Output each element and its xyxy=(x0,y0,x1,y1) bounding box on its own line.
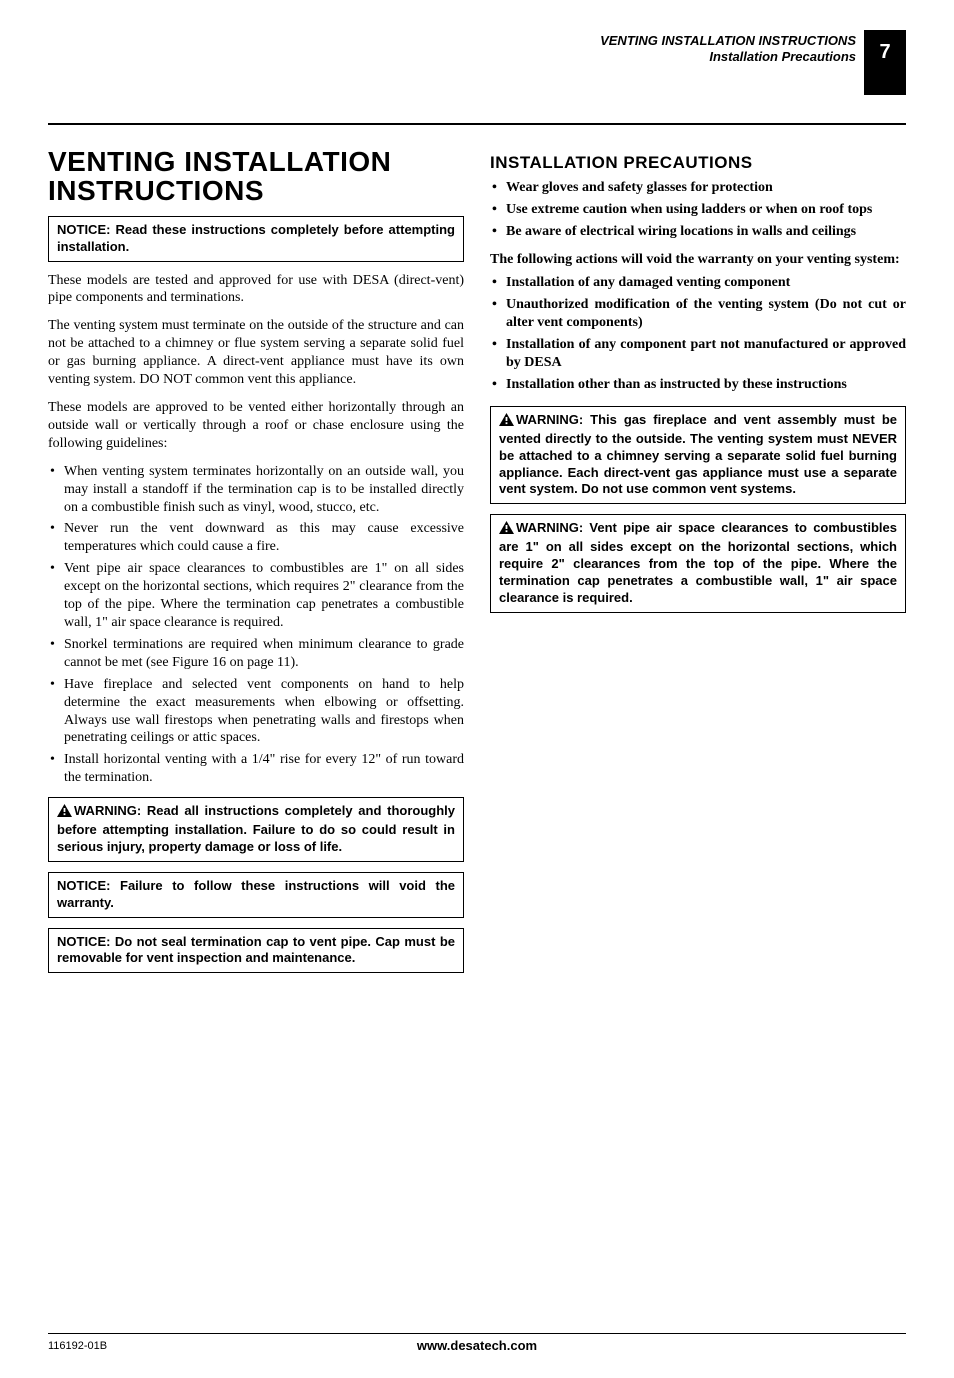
precautions-heading: INSTALLATION PRECAUTIONS xyxy=(490,152,906,173)
notice-read-text: NOTICE: Read these instructions complete… xyxy=(57,222,455,254)
main-heading: VENTING INSTALLATION INSTRUCTIONS xyxy=(48,147,464,206)
list-item: Installation of any damaged venting comp… xyxy=(490,274,906,292)
list-item: When venting system terminates horizonta… xyxy=(48,463,464,517)
list-item: Have fireplace and selected vent compone… xyxy=(48,676,464,748)
right-column: INSTALLATION PRECAUTIONS Wear gloves and… xyxy=(490,147,906,983)
notice-seal-text: NOTICE: Do not seal termination cap to v… xyxy=(57,934,455,966)
notice-warranty-box: NOTICE: Failure to follow these instruct… xyxy=(48,872,464,918)
footer-url: www.desatech.com xyxy=(417,1338,537,1354)
header-line-2: Installation Precautions xyxy=(600,49,856,65)
page-footer: 116192-01B www.desatech.com xyxy=(48,1333,906,1354)
left-para-2: The venting system must terminate on the… xyxy=(48,317,464,389)
list-item: Wear gloves and safety glasses for prote… xyxy=(490,179,906,197)
left-para-1: These models are tested and approved for… xyxy=(48,272,464,308)
list-item: Installation of any component part not m… xyxy=(490,336,906,372)
left-para-3: These models are approved to be vented e… xyxy=(48,399,464,453)
warning-icon xyxy=(57,804,72,822)
warning-read-text: WARNING: Read all instructions completel… xyxy=(57,803,455,854)
warning-clearance-text: WARNING: Vent pipe air space clearances … xyxy=(499,520,897,605)
header-line-1: VENTING INSTALLATION INSTRUCTIONS xyxy=(600,33,856,49)
list-item: Installation other than as instructed by… xyxy=(490,376,906,394)
left-column: VENTING INSTALLATION INSTRUCTIONS NOTICE… xyxy=(48,147,464,983)
list-item: Snorkel terminations are required when m… xyxy=(48,636,464,672)
void-intro: The following actions will void the warr… xyxy=(490,251,906,269)
page-number: 7 xyxy=(879,40,890,65)
warning-read-box: WARNING: Read all instructions completel… xyxy=(48,797,464,862)
footer-spacer xyxy=(903,1340,906,1354)
content-columns: VENTING INSTALLATION INSTRUCTIONS NOTICE… xyxy=(48,147,906,983)
void-list: Installation of any damaged venting comp… xyxy=(490,274,906,393)
page-header: VENTING INSTALLATION INSTRUCTIONS Instal… xyxy=(48,30,906,95)
notice-seal-box: NOTICE: Do not seal termination cap to v… xyxy=(48,928,464,974)
list-item: Never run the vent downward as this may … xyxy=(48,520,464,556)
notice-warranty-text: NOTICE: Failure to follow these instruct… xyxy=(57,878,455,910)
list-item: Install horizontal venting with a 1/4" r… xyxy=(48,751,464,787)
guidelines-list: When venting system terminates horizonta… xyxy=(48,463,464,787)
warning-clearance-box: WARNING: Vent pipe air space clearances … xyxy=(490,514,906,612)
footer-doc-id: 116192-01B xyxy=(48,1340,107,1354)
page-number-box: 7 xyxy=(864,30,906,95)
top-rule xyxy=(48,123,906,125)
header-title-block: VENTING INSTALLATION INSTRUCTIONS Instal… xyxy=(600,30,864,66)
list-item: Be aware of electrical wiring locations … xyxy=(490,223,906,241)
warning-icon xyxy=(499,413,514,431)
list-item: Unauthorized modification of the venting… xyxy=(490,296,906,332)
list-item: Use extreme caution when using ladders o… xyxy=(490,201,906,219)
notice-read-box: NOTICE: Read these instructions complete… xyxy=(48,216,464,262)
warning-icon xyxy=(499,521,514,539)
precautions-list: Wear gloves and safety glasses for prote… xyxy=(490,179,906,241)
warning-vent-box: WARNING: This gas fireplace and vent ass… xyxy=(490,406,906,504)
list-item: Vent pipe air space clearances to combus… xyxy=(48,560,464,632)
footer-wrap: 116192-01B www.desatech.com xyxy=(48,1333,906,1354)
warning-vent-text: WARNING: This gas fireplace and vent ass… xyxy=(499,412,897,497)
